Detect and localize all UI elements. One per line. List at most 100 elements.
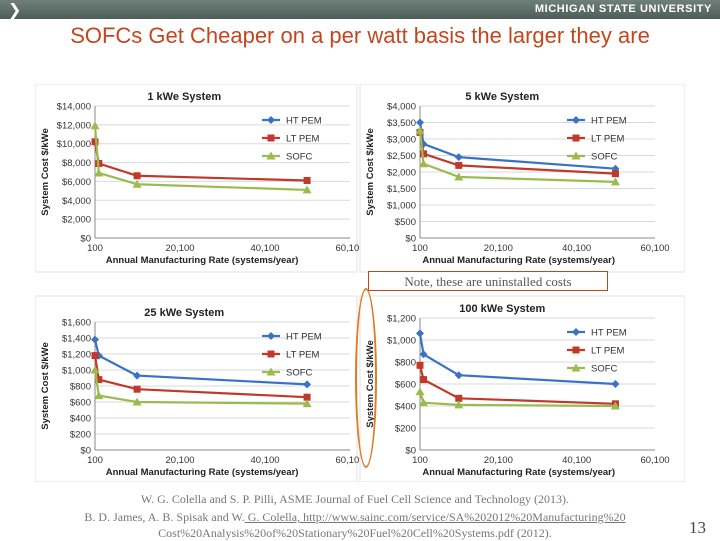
y-tick-label: $3,500 — [387, 118, 416, 129]
chart-title: 1 kWe System — [147, 91, 221, 103]
y-tick-label: $800 — [395, 358, 416, 369]
header-bar: ❯ MICHIGAN STATE UNIVERSITY — [0, 0, 720, 19]
legend-label: LT PEM — [591, 346, 625, 357]
x-tick-label: 100 — [412, 243, 428, 254]
chart-frame — [35, 295, 358, 482]
y-axis-label: System Cost $/kWe — [40, 342, 51, 429]
legend-marker — [572, 134, 580, 142]
legend-label: SOFC — [286, 152, 313, 163]
legend-label: LT PEM — [286, 350, 320, 361]
series-line-lt-pem — [418, 365, 616, 405]
legend-marker — [266, 151, 276, 160]
y-tick-label: $200 — [395, 424, 416, 435]
data-point — [415, 126, 425, 135]
y-tick-label: $3,000 — [387, 135, 416, 146]
y-tick-label: $1,000 — [387, 336, 416, 347]
legend-marker — [267, 332, 275, 340]
chart-title: 100 kWe System — [459, 303, 545, 315]
data-point — [455, 394, 463, 402]
citation-link[interactable]: G. Colella, http://www.sainc.com/service… — [244, 510, 626, 524]
data-point — [454, 400, 464, 409]
x-tick-label: 40,100 — [562, 243, 591, 254]
data-point — [454, 172, 464, 181]
data-point — [420, 376, 428, 384]
y-tick-label: $500 — [395, 217, 416, 228]
chart-panel-1: 1 kWe System $0 $2,000 $4,000 $6,000 $8,000 $1… — [35, 84, 365, 273]
legend-marker — [267, 134, 275, 142]
x-tick-label: 20,100 — [484, 243, 513, 254]
x-tick-label: 20,100 — [165, 243, 194, 254]
y-tick-label: $0 — [405, 446, 416, 457]
y-tick-label: $6,000 — [62, 177, 91, 188]
data-point — [302, 399, 312, 408]
x-tick-label: 60,100 — [335, 455, 364, 466]
y-tick-label: $1,600 — [62, 318, 91, 329]
x-tick-label: 100 — [87, 455, 103, 466]
x-tick-label: 20,100 — [165, 455, 194, 466]
y-tick-label: $200 — [70, 430, 91, 441]
data-point — [133, 385, 141, 393]
legend-label: LT PEM — [591, 134, 625, 145]
page-number: 13 — [689, 518, 706, 537]
x-axis-label: Annual Manufacturing Rate (systems/year) — [422, 255, 615, 266]
y-tick-label: $0 — [80, 446, 91, 457]
data-point — [91, 352, 99, 360]
x-tick-label: 60,100 — [640, 455, 669, 466]
data-point — [419, 350, 428, 359]
data-point — [94, 391, 104, 400]
x-tick-label: 100 — [412, 455, 428, 466]
y-axis-label: System Cost $/kWe — [40, 128, 51, 215]
y-tick-label: $1,200 — [62, 350, 91, 361]
data-point — [94, 168, 104, 177]
y-tick-label: $1,000 — [62, 366, 91, 377]
legend-marker — [572, 328, 580, 336]
legend-label: HT PEM — [286, 332, 322, 343]
legend-label: SOFC — [591, 364, 618, 375]
university-wordmark: MICHIGAN STATE UNIVERSITY — [534, 3, 712, 15]
legend-label: HT PEM — [591, 116, 627, 127]
citation-line-3: Cost%20Analysis%20of%20Stationary%20Fuel… — [158, 526, 552, 540]
data-point — [416, 361, 424, 369]
data-point — [610, 401, 620, 410]
legend-label: HT PEM — [286, 116, 322, 127]
data-point — [303, 380, 312, 389]
series-line-sofc — [93, 369, 308, 405]
data-point — [133, 371, 142, 380]
legend-marker — [571, 363, 581, 372]
chart-title: 5 kWe System — [465, 91, 539, 103]
series-line-ht-pem — [93, 339, 308, 386]
y-tick-label: $4,000 — [62, 196, 91, 207]
y-tick-label: $600 — [70, 398, 91, 409]
data-point — [419, 398, 429, 407]
legend-label: SOFC — [286, 368, 313, 379]
chart-panel-4: 100 kWe System $0 $200 $400 $600 $800 $1,000 $1… — [359, 295, 685, 482]
slide-title: SOFCs Get Cheaper on a per watt basis th… — [70, 23, 650, 48]
y-tick-label: $12,000 — [57, 120, 91, 131]
data-point — [95, 376, 103, 384]
x-tick-label: 60,100 — [640, 243, 669, 254]
y-tick-label: $0 — [405, 234, 416, 245]
chart-panel-3: 25 kWe System $0 $200 $400 $600 $800 $1,000 $1,… — [35, 295, 365, 482]
y-tick-label: $1,000 — [387, 201, 416, 212]
data-point — [91, 335, 99, 344]
x-tick-label: 60,100 — [335, 243, 364, 254]
data-point — [132, 397, 142, 406]
x-tick-label: 40,100 — [250, 243, 279, 254]
data-point — [415, 387, 425, 396]
x-axis-label: Annual Manufacturing Rate (systems/year) — [422, 467, 615, 478]
chevron-right-icon: ❯ — [8, 0, 22, 19]
legend-marker — [266, 367, 276, 376]
data-point — [416, 118, 424, 127]
data-point — [90, 365, 100, 374]
data-point — [416, 329, 424, 338]
data-point — [611, 380, 620, 388]
y-tick-label: $400 — [70, 414, 91, 425]
data-point — [454, 153, 463, 162]
y-tick-label: $14,000 — [57, 102, 91, 113]
y-tick-label: $1,400 — [62, 334, 91, 345]
citation-line-2-prefix: B. D. James, A. B. Spisak and W. — [84, 510, 245, 524]
legend-marker — [267, 350, 275, 358]
legend-marker — [572, 116, 580, 124]
x-axis-label: Annual Manufacturing Rate (systems/year) — [106, 467, 299, 478]
charts-figure: 1 kWe System $0 $2,000 $4,000 $6,000 $8,000 $1… — [35, 84, 685, 482]
